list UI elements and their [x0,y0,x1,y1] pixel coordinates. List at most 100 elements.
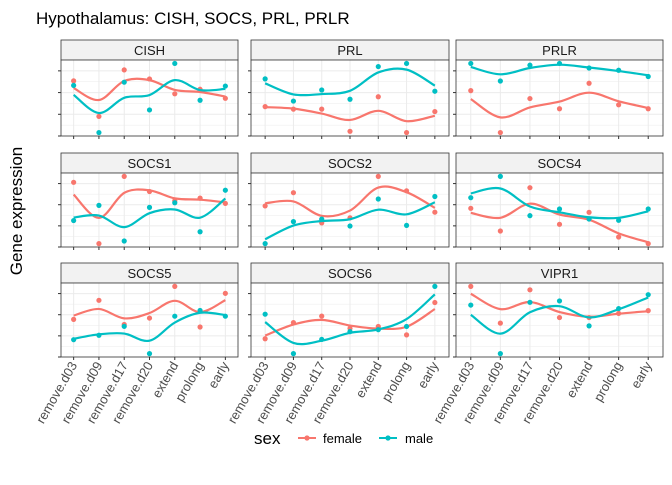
data-point-male [347,223,353,229]
data-point-male [146,351,153,357]
data-point-male [96,202,102,208]
data-point-female [497,320,503,326]
data-point-female [616,102,622,108]
data-point-male [375,63,381,70]
panel-vipr1: VIPR1remove.d03remove.d09remove.d17remov… [430,262,664,426]
legend-female-label: female [323,431,362,446]
data-point-female [645,106,651,112]
data-point-male [146,204,153,210]
data-point-male [527,213,533,219]
data-point-female [71,78,77,84]
data-point-male [586,216,592,222]
panel-title: VIPR1 [541,266,579,281]
data-point-female [197,324,203,330]
data-point-male [432,88,438,94]
data-point-female [432,209,438,215]
panel-title: SOCS4 [537,156,581,171]
data-point-female [556,314,563,321]
data-point-female [96,297,102,303]
panel-socs2: SOCS2 [248,152,450,250]
data-point-female [290,190,297,196]
x-tick-label: extend [563,359,596,400]
data-point-female [172,91,178,97]
panel-border [60,282,239,358]
data-point-female [403,129,410,136]
panel-title: SOCS5 [127,266,171,281]
data-point-male [375,327,381,333]
data-point-male [222,313,228,319]
data-point-male [172,313,178,319]
data-point-female [290,106,297,112]
data-point-male [497,351,503,357]
data-point-female [527,287,533,293]
panel-title: SOCS6 [328,266,372,281]
data-point-female [527,185,533,191]
series-line-male [264,67,436,97]
data-point-male [403,60,410,67]
data-point-male [96,332,102,338]
data-point-male [497,78,503,84]
data-point-female [375,94,381,100]
data-point-male [71,82,77,89]
data-point-male [556,298,563,304]
data-point-female [262,203,268,209]
data-point-female [347,128,353,134]
legend-male-dot [385,435,391,441]
data-point-male [586,323,592,329]
legend-male-label: male [405,431,433,446]
panel-title: SOCS1 [127,156,171,171]
data-point-female [586,80,592,86]
data-point-male [616,305,622,312]
data-point-female [556,221,563,227]
data-point-male [319,336,325,343]
data-point-female [121,173,127,179]
data-point-male [403,323,410,330]
data-point-female [121,67,127,73]
data-point-female [262,336,268,342]
panel-cish: CISH [58,39,239,139]
panel-prl: PRL [248,39,450,139]
series-line-male [72,79,226,115]
chart-title: Hypothalamus: CISH, SOCS, PRL, PRLR [36,9,350,28]
panel-border [60,59,239,137]
data-point-male [290,351,297,357]
facet-panels: CISH PRL PRLR SOCS1 SOCS2 SOCS4 SOCS5remove.d0… [33,39,664,426]
series-line-male [73,197,227,229]
data-point-male [262,311,268,317]
data-point-female [71,179,77,185]
data-point-female [616,234,622,240]
data-point-male [347,96,353,102]
data-point-male [468,60,474,67]
data-point-male [403,222,410,229]
data-point-female [96,113,102,120]
x-tick-label: prolong [378,359,413,404]
panel-border [250,172,450,248]
data-point-male [121,79,127,85]
data-point-male [71,337,77,343]
x-tick-label: early [414,359,441,391]
panel-border [455,172,664,248]
data-point-female [645,308,651,314]
data-point-male [616,67,622,73]
legend-female-dot [304,435,310,441]
data-point-female [222,290,228,296]
data-point-female [403,188,410,194]
data-point-female [468,205,474,211]
data-point-male [121,238,127,244]
data-point-female [432,108,438,115]
data-point-female [146,188,153,195]
data-point-male [645,73,651,80]
data-point-female [319,106,325,112]
x-tick-label: early [205,359,232,391]
data-point-female [586,209,592,215]
data-point-male [556,206,563,212]
data-point-male [319,87,325,93]
data-point-male [172,60,178,67]
data-point-female [290,319,297,326]
data-point-female [222,200,228,207]
data-point-female [616,310,622,317]
data-point-male [497,173,503,179]
panel-title: SOCS2 [328,156,372,171]
data-point-male [262,241,268,247]
